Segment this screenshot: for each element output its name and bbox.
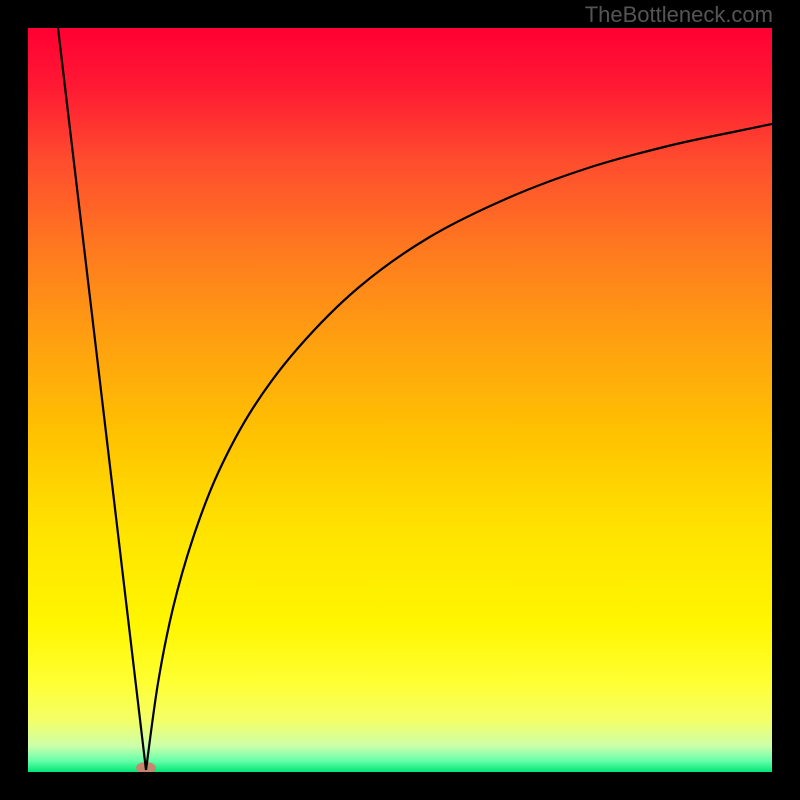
plot-area — [28, 28, 772, 772]
watermark-text: TheBottleneck.com — [585, 2, 773, 28]
chart-container: TheBottleneck.com — [0, 0, 800, 800]
curve-right-branch — [146, 124, 772, 770]
curve-layer — [28, 28, 772, 772]
curve-left-branch — [58, 28, 146, 770]
